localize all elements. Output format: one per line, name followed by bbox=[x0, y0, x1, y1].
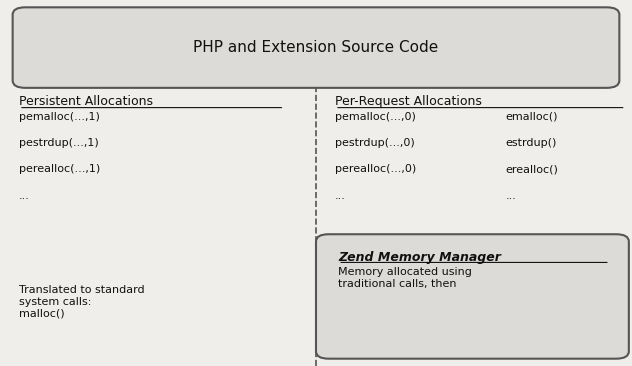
Text: estrdup(): estrdup() bbox=[506, 138, 557, 148]
Text: Zend Memory Manager: Zend Memory Manager bbox=[338, 251, 501, 264]
Text: Per-Request Allocations: Per-Request Allocations bbox=[335, 95, 482, 108]
Text: perealloc(...,1): perealloc(...,1) bbox=[19, 164, 100, 174]
Text: ...: ... bbox=[335, 191, 346, 201]
Text: emalloc(): emalloc() bbox=[506, 112, 558, 122]
Text: ...: ... bbox=[506, 191, 516, 201]
FancyBboxPatch shape bbox=[13, 7, 619, 88]
Text: pestrdup(...,0): pestrdup(...,0) bbox=[335, 138, 415, 148]
Text: Memory allocated using
traditional calls, then: Memory allocated using traditional calls… bbox=[338, 267, 472, 289]
Text: pemalloc(...,1): pemalloc(...,1) bbox=[19, 112, 100, 122]
Text: perealloc(...,0): perealloc(...,0) bbox=[335, 164, 416, 174]
Text: erealloc(): erealloc() bbox=[506, 164, 559, 174]
Text: pemalloc(...,0): pemalloc(...,0) bbox=[335, 112, 416, 122]
Text: pestrdup(...,1): pestrdup(...,1) bbox=[19, 138, 99, 148]
Text: Translated to standard
system calls:
malloc(): Translated to standard system calls: mal… bbox=[19, 285, 145, 319]
Text: Persistent Allocations: Persistent Allocations bbox=[19, 95, 153, 108]
FancyBboxPatch shape bbox=[316, 234, 629, 359]
Text: PHP and Extension Source Code: PHP and Extension Source Code bbox=[193, 40, 439, 55]
Text: ...: ... bbox=[19, 191, 30, 201]
